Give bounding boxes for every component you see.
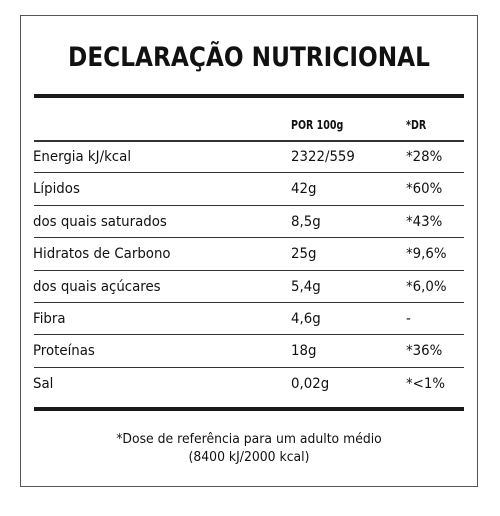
nutrient-value-per-100g: 8,5g	[291, 213, 321, 230]
footnote-energy: (8400 kJ/2000 kcal)	[188, 449, 310, 465]
nutrient-reference-intake: *60%	[406, 181, 443, 198]
nutrient-reference-intake: *<1%	[406, 375, 446, 392]
column-header-per-100g: POR 100g	[291, 118, 344, 132]
label-title: DECLARAÇÃO NUTRICIONAL	[68, 42, 430, 73]
nutrient-reference-intake: *9,6%	[406, 246, 447, 263]
row-divider	[34, 172, 464, 174]
footnote: *Dose de referência para um adulto médio…	[39, 430, 459, 466]
nutrient-reference-intake: *43%	[406, 213, 443, 230]
nutrient-reference-intake: *28%	[406, 149, 443, 165]
nutrient-name: Fibra	[33, 311, 66, 327]
row-divider	[34, 334, 464, 336]
nutrient-name: dos quais açúcares	[33, 278, 161, 295]
nutrient-name: dos quais saturados	[33, 213, 167, 230]
row-divider	[34, 302, 464, 303]
nutrient-name: Proteínas	[33, 343, 95, 360]
title-divider	[34, 94, 464, 98]
nutrient-reference-intake: *36%	[406, 343, 443, 360]
nutrient-value-per-100g: 42g	[291, 181, 317, 198]
nutrient-name: Energia kJ/kcal	[33, 149, 132, 165]
nutrient-value-per-100g: 2322/559	[291, 149, 355, 165]
nutrient-value-per-100g: 0,02g	[291, 375, 330, 392]
nutrient-name: Lípidos	[33, 181, 80, 198]
footer-divider	[34, 407, 464, 411]
nutrient-value-per-100g: 18g	[291, 343, 317, 360]
column-header-dr: *DR	[406, 118, 427, 132]
nutrient-name: Hidratos de Carbono	[33, 246, 171, 263]
nutrition-label: DECLARAÇÃO NUTRICIONAL POR 100g *DR *Dos…	[20, 15, 478, 487]
nutrient-reference-intake: *6,0%	[406, 278, 447, 295]
row-divider	[34, 366, 464, 368]
row-divider	[34, 204, 464, 206]
nutrient-reference-intake: -	[406, 311, 411, 327]
header-divider	[34, 140, 464, 142]
nutrient-name: Sal	[33, 375, 54, 392]
footnote-reference: *Dose de referência para um adulto médio	[116, 431, 382, 447]
nutrient-value-per-100g: 25g	[291, 246, 317, 263]
nutrient-value-per-100g: 5,4g	[291, 278, 321, 295]
row-divider	[34, 269, 464, 271]
nutrient-value-per-100g: 4,6g	[291, 311, 321, 327]
row-divider	[34, 237, 464, 239]
